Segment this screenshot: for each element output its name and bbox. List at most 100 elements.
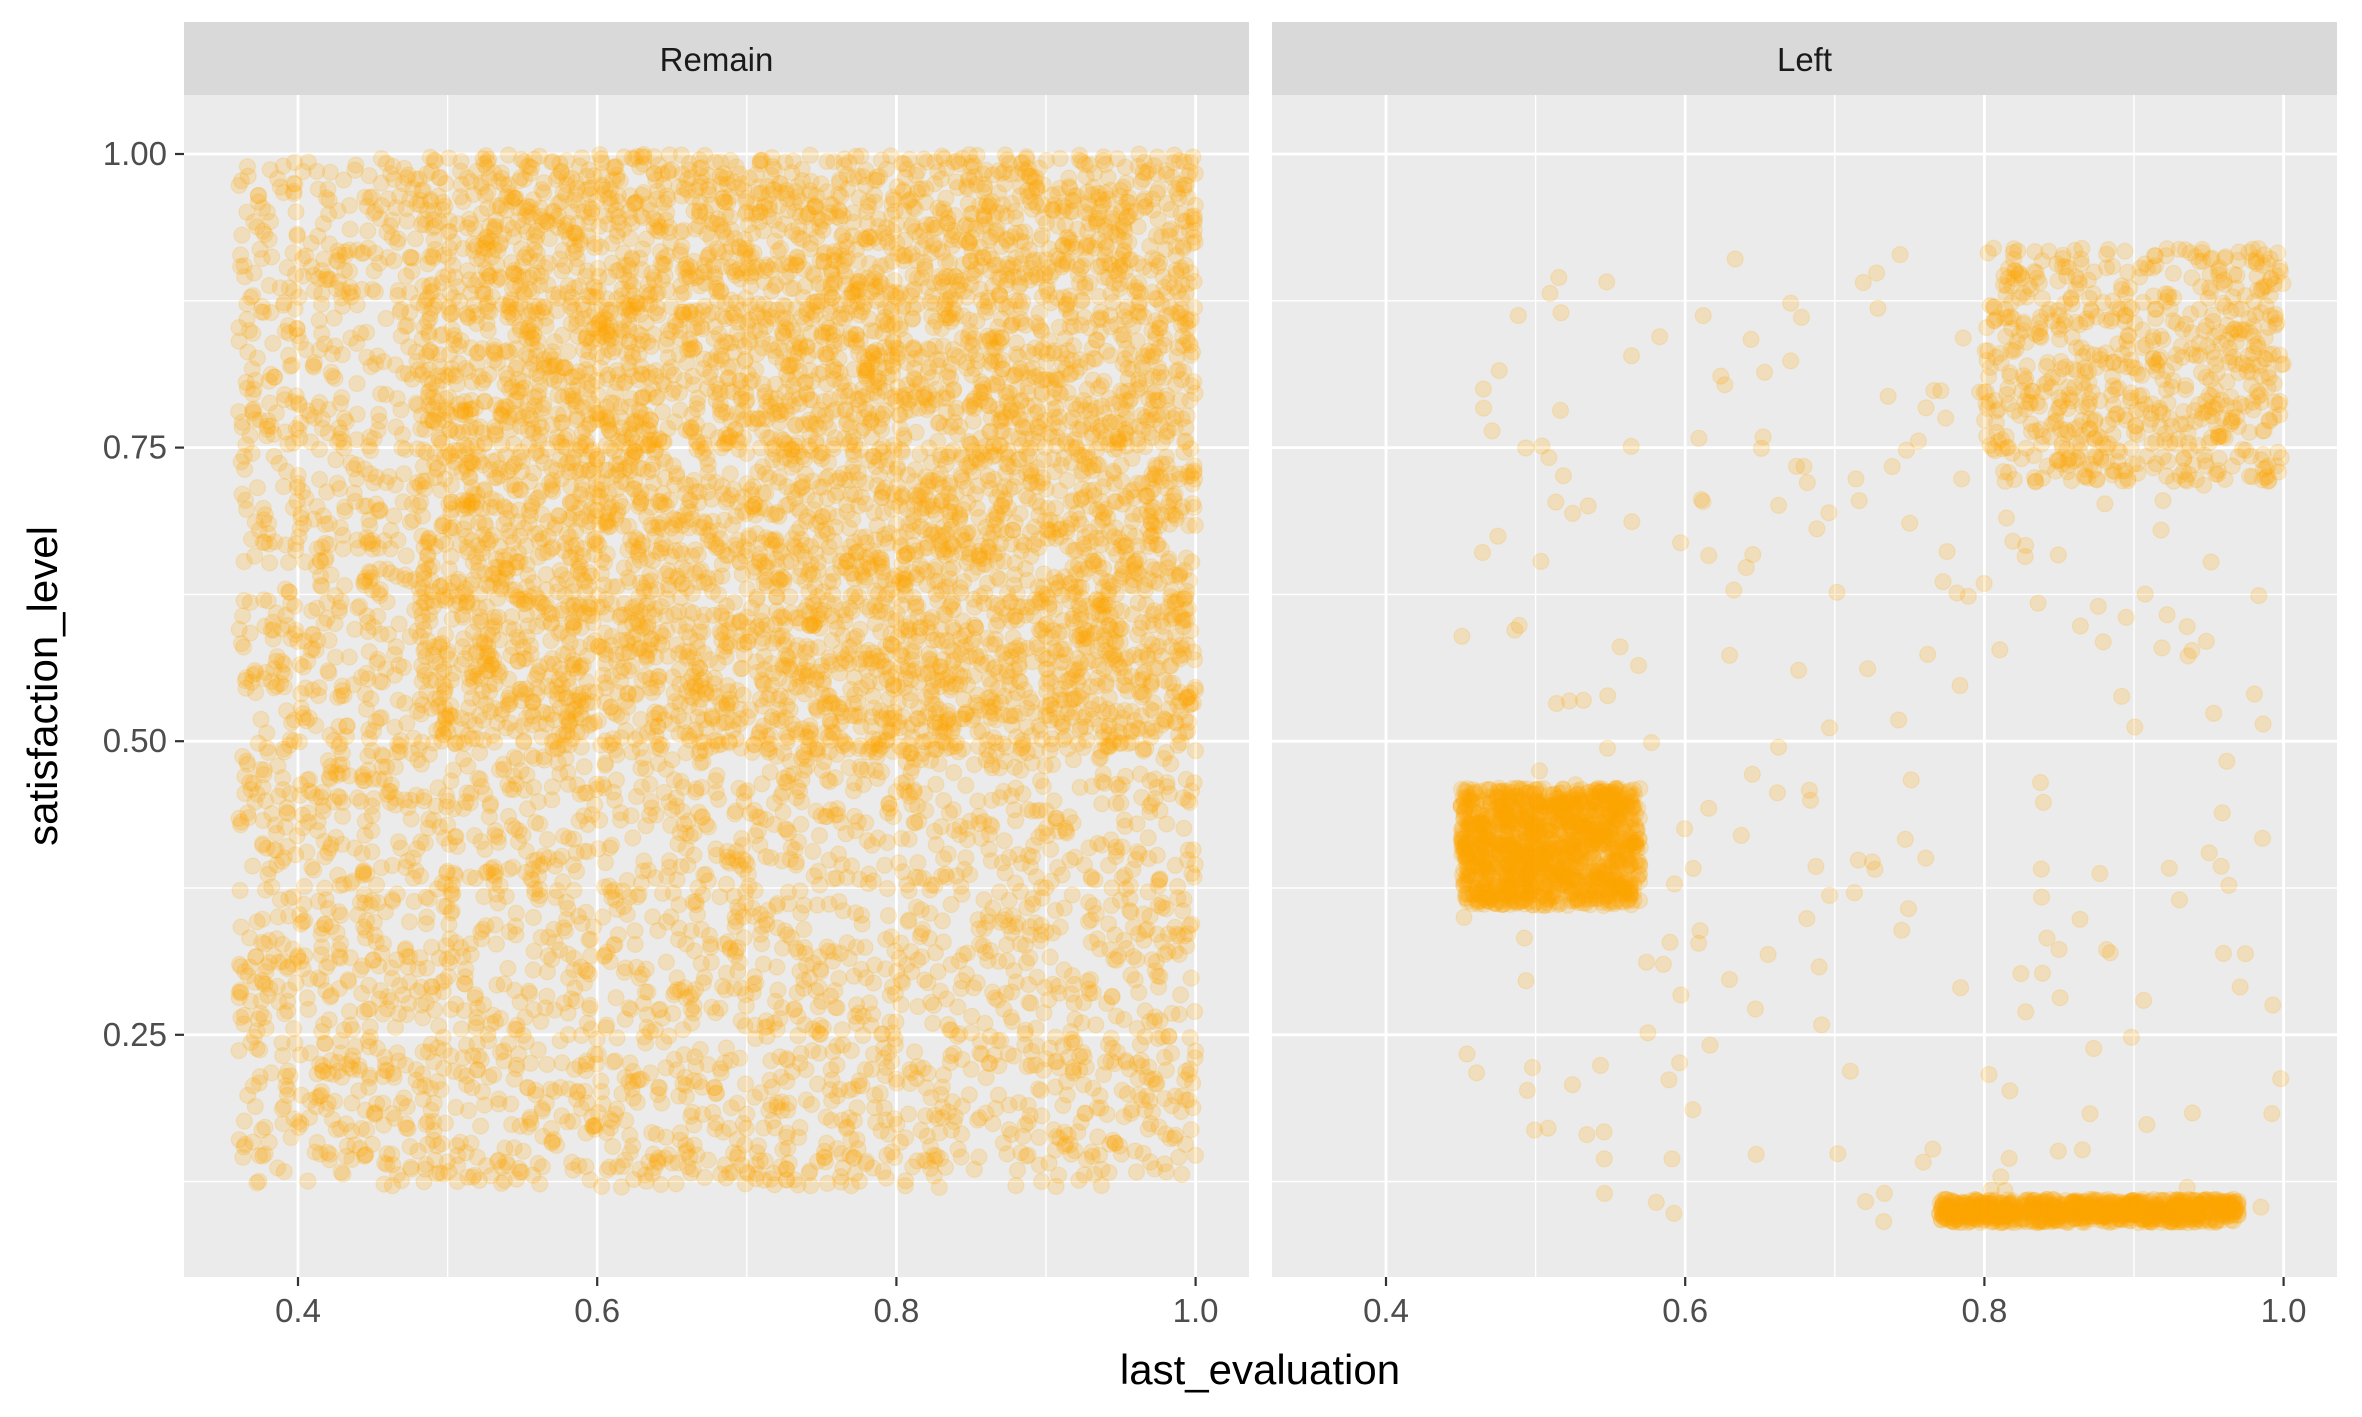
data-point — [1181, 391, 1199, 409]
data-point — [429, 414, 447, 432]
data-point — [420, 326, 438, 344]
data-point — [567, 317, 586, 335]
data-point — [723, 357, 741, 375]
data-point — [868, 516, 886, 535]
data-point — [461, 469, 479, 487]
data-point — [834, 465, 852, 483]
data-point — [1012, 232, 1030, 250]
data-point — [779, 648, 797, 666]
data-point — [780, 675, 798, 693]
data-point — [465, 296, 483, 314]
data-point — [731, 611, 749, 630]
data-point — [1180, 222, 1199, 240]
data-point — [597, 513, 615, 531]
data-point — [1001, 317, 1020, 335]
data-point — [807, 187, 826, 205]
data-point — [468, 344, 486, 362]
data-point — [850, 739, 868, 758]
data-point — [436, 470, 454, 488]
data-point — [1179, 188, 1197, 206]
data-point — [872, 290, 890, 308]
data-point — [942, 511, 960, 529]
data-point — [1029, 594, 1048, 612]
data-point — [524, 464, 543, 482]
data-point — [440, 298, 458, 316]
data-point — [934, 651, 952, 669]
data-point — [849, 694, 867, 712]
data-point — [917, 232, 935, 250]
data-point — [558, 525, 577, 544]
data-point — [900, 246, 919, 264]
data-point — [673, 237, 691, 256]
data-point — [766, 532, 785, 550]
data-point — [915, 733, 934, 751]
data-point — [578, 694, 596, 713]
data-point — [852, 268, 870, 286]
data-point — [882, 668, 901, 686]
data-point — [1166, 713, 1185, 731]
data-point — [732, 660, 750, 678]
data-point — [533, 181, 551, 199]
data-point — [855, 362, 874, 380]
data-point — [605, 394, 623, 412]
data-point — [713, 698, 732, 717]
data-point — [479, 302, 497, 320]
data-point — [793, 473, 812, 491]
data-point — [967, 175, 986, 194]
data-point — [798, 637, 816, 656]
data-point — [632, 493, 650, 512]
data-point — [879, 233, 897, 251]
data-point — [1162, 656, 1180, 675]
data-point — [971, 648, 989, 666]
data-point — [1054, 640, 1073, 658]
data-point — [634, 388, 652, 406]
data-point — [638, 550, 657, 568]
data-point — [757, 529, 775, 547]
data-point — [436, 700, 454, 718]
data-point — [916, 708, 935, 726]
data-point — [819, 208, 838, 226]
data-point — [409, 473, 427, 491]
data-point — [937, 252, 955, 270]
data-point — [815, 392, 833, 410]
data-point — [1101, 346, 1120, 365]
data-point — [1053, 255, 1071, 274]
data-point — [1092, 635, 1111, 653]
data-point — [617, 429, 635, 447]
data-point — [713, 189, 731, 208]
panel-background — [184, 95, 1249, 1277]
data-point — [574, 656, 592, 674]
data-point — [519, 617, 537, 635]
data-point — [772, 543, 790, 562]
data-point — [673, 187, 691, 205]
data-point — [481, 531, 499, 549]
data-point — [911, 375, 930, 393]
data-point — [1169, 282, 1187, 301]
data-point — [1089, 379, 1107, 397]
data-point — [715, 164, 733, 183]
data-point — [501, 686, 519, 704]
data-point — [632, 490, 650, 508]
data-point — [724, 173, 743, 191]
data-point — [940, 561, 958, 579]
data-point — [716, 310, 735, 328]
data-point — [1104, 733, 1122, 752]
data-point — [896, 231, 914, 249]
data-point — [646, 703, 664, 721]
data-point — [671, 321, 689, 339]
data-point — [1117, 401, 1135, 420]
data-point — [746, 506, 765, 524]
data-point — [1040, 599, 1058, 617]
data-point — [662, 234, 680, 252]
data-point — [638, 436, 657, 455]
data-point — [1162, 200, 1180, 218]
data-point — [471, 418, 489, 436]
data-point — [717, 169, 735, 187]
data-point — [865, 504, 884, 522]
data-point — [501, 380, 519, 398]
data-point — [651, 740, 669, 758]
data-point — [983, 250, 1001, 268]
data-point — [764, 341, 782, 360]
data-point — [955, 627, 974, 645]
data-point — [1092, 492, 1111, 511]
